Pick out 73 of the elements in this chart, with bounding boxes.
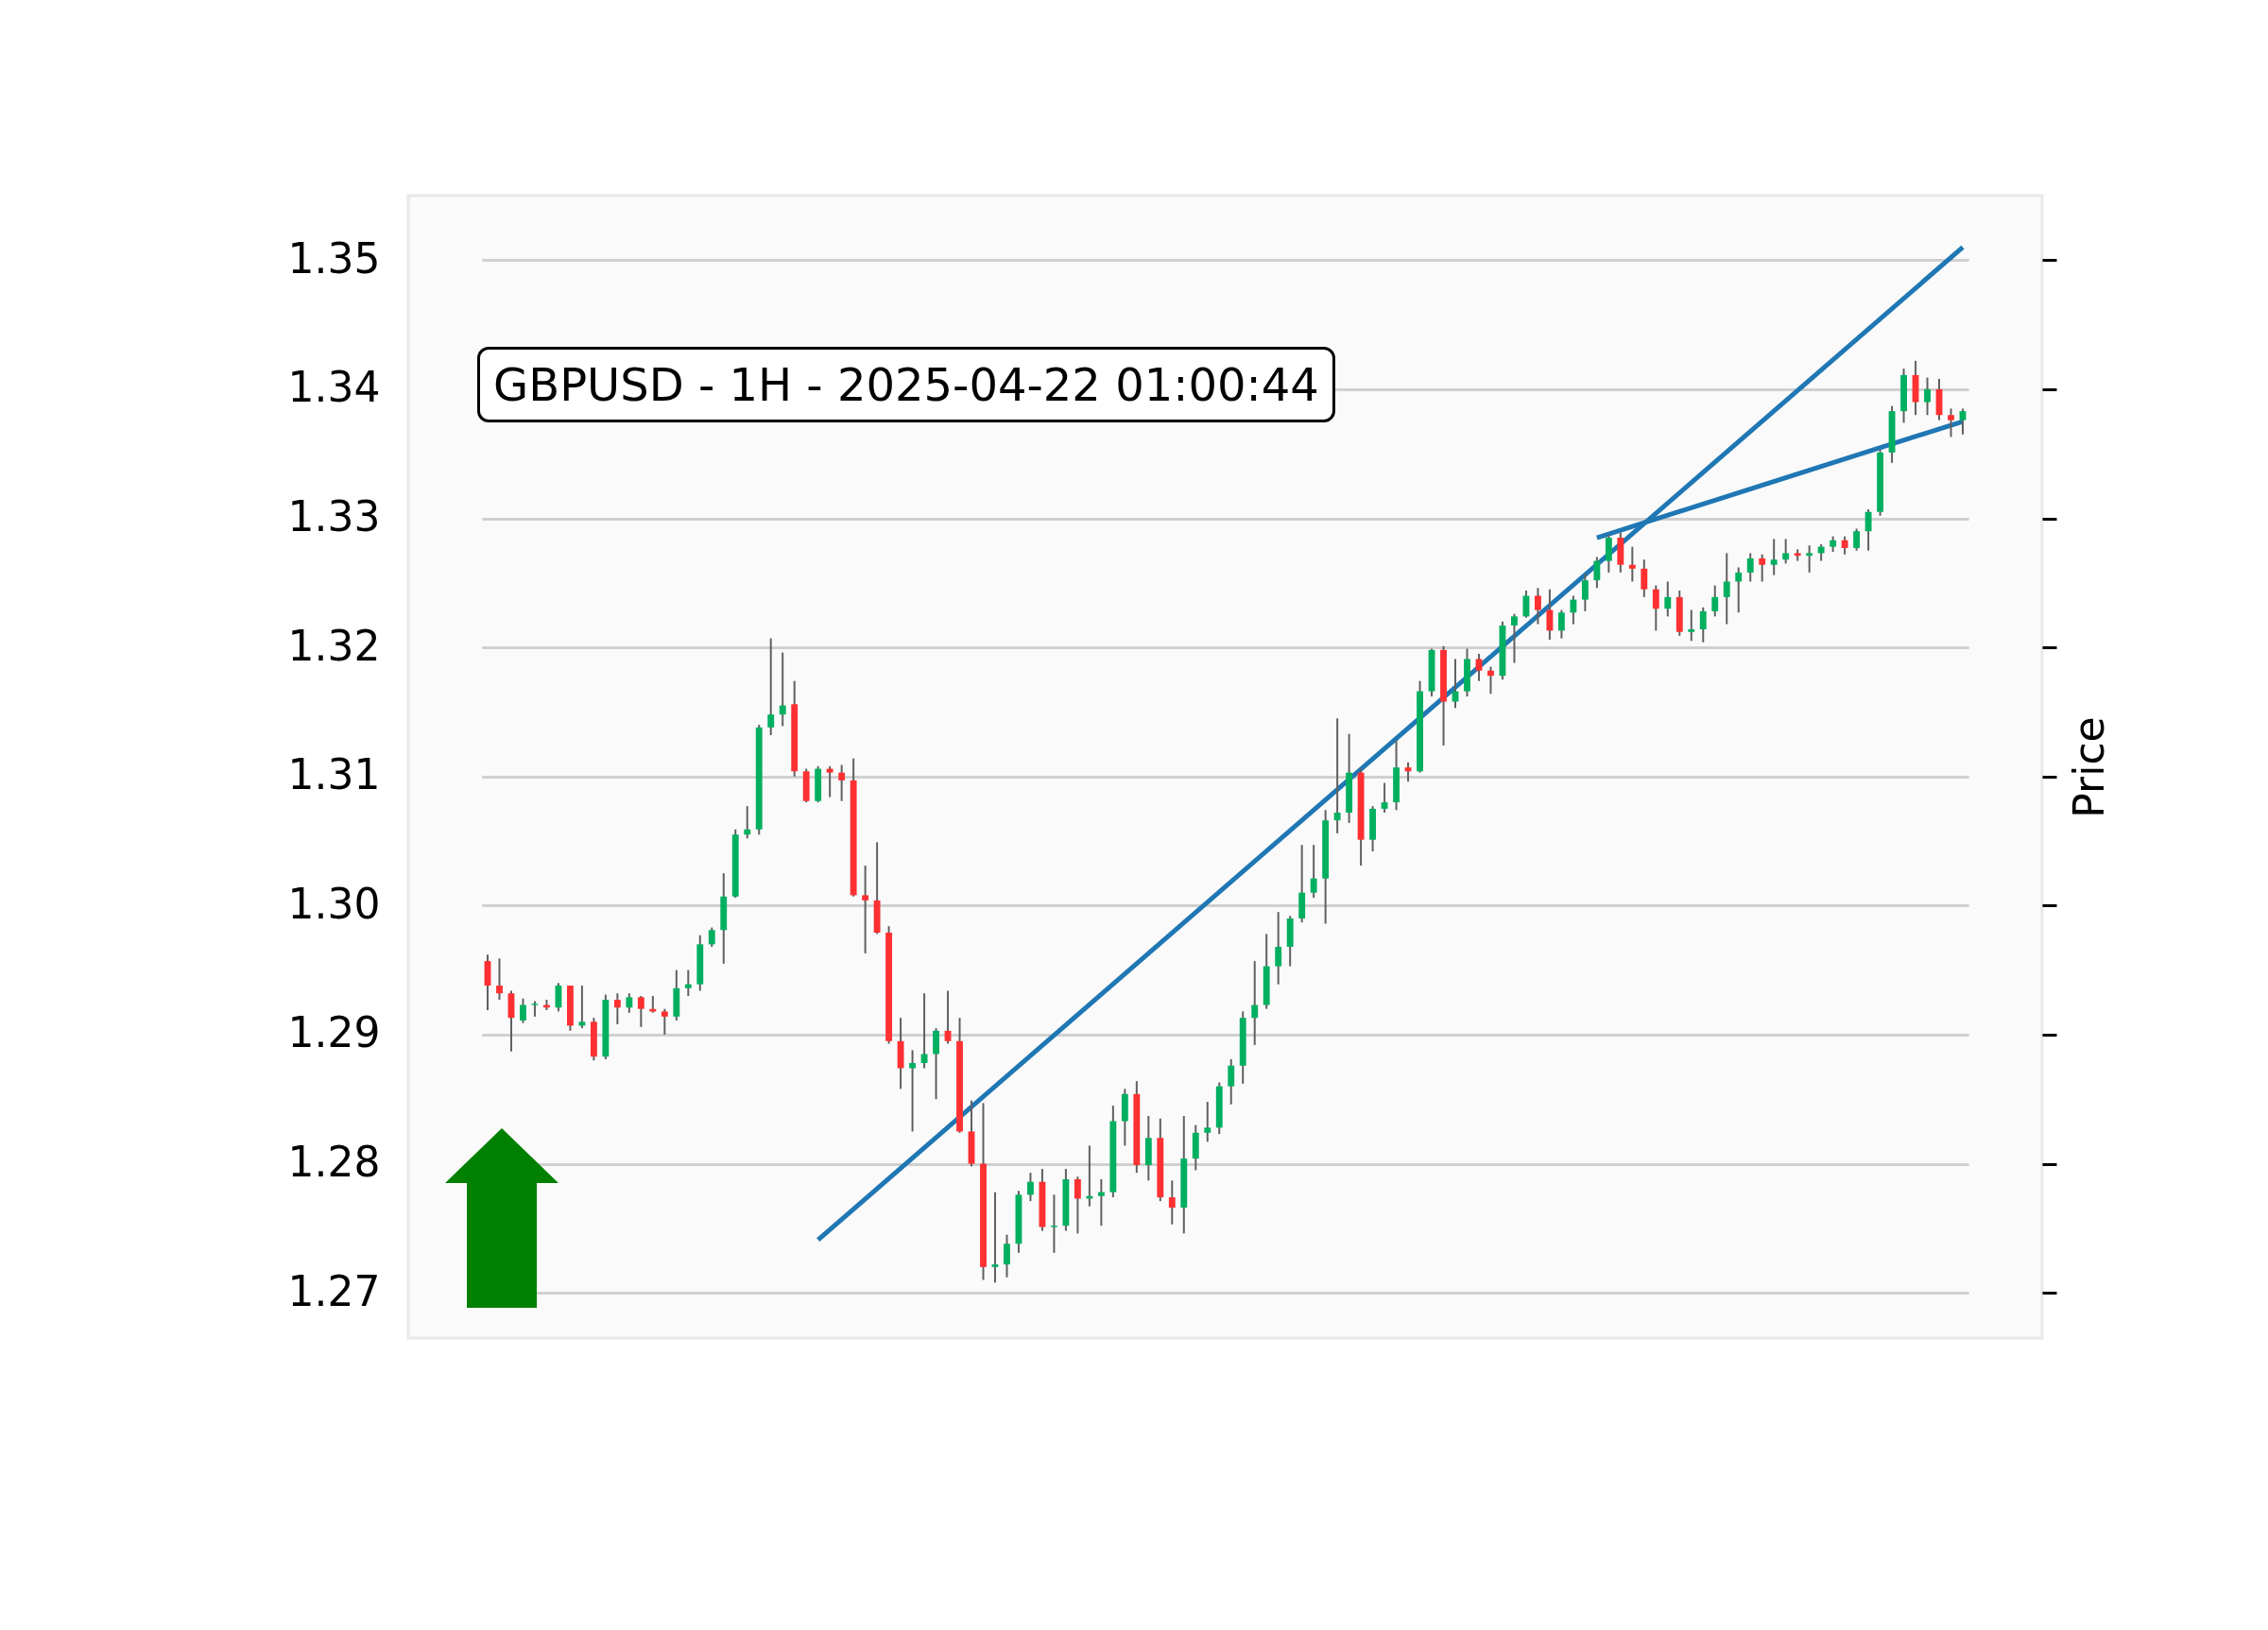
candlestick [1711,584,1719,618]
candlestick [1628,545,1636,583]
candlestick [1535,587,1541,626]
candlestick [1924,376,1931,417]
candlestick [744,805,751,840]
text: GBPUSD - 1H - 2025-04-22 01:00:44 [477,347,1335,422]
candlestick [637,994,644,1028]
candlestick [1275,911,1282,986]
candlestick [1735,566,1743,614]
candlestick [626,992,633,1014]
candlestick [1004,1233,1010,1278]
candlestick [1228,1057,1235,1106]
candlestick [862,865,869,954]
candlestick [826,764,833,798]
candlestick [1864,507,1872,552]
candlestick [1475,652,1483,682]
candlestick [1948,407,1954,438]
candlestick [613,992,621,1026]
candlestick [1782,538,1790,565]
y-tick-label: 1.33 [287,492,381,541]
candlestick [1688,609,1695,643]
candlestick [1759,553,1766,583]
candlestick [779,651,786,728]
y-tick-label: 1.34 [287,363,381,412]
candlestick [496,957,503,1002]
candlestick [520,997,526,1024]
candlestick [1770,538,1778,576]
candlestick [1027,1172,1034,1203]
y-axis-title: Price [2065,716,2113,818]
y-tick-label: 1.30 [287,879,381,928]
y-tick-label: 1.35 [287,233,381,283]
y-tick-label: 1.28 [287,1138,381,1187]
candlestick [1511,612,1518,664]
candlestick [1097,1177,1105,1227]
candlestick [531,1000,539,1018]
candlestick [1546,588,1554,641]
candlestick [1641,558,1648,598]
y-tick-label: 1.27 [287,1266,381,1315]
candlestick [1381,781,1388,814]
candlestick [1251,960,1259,1046]
candlestick [838,764,846,802]
candlestick [1204,1101,1211,1143]
candlestick [1168,1179,1176,1226]
y-tick-label: 1.32 [287,621,381,670]
candlestick [909,1049,916,1133]
candlestick [1050,1193,1057,1254]
candlestick [1806,544,1813,574]
candlestick [1959,407,1967,436]
candlestick [1841,535,1848,556]
candlestick [1557,609,1565,640]
candlestick [1310,844,1317,900]
candlestick [708,926,715,949]
candlestick [920,992,928,1070]
candlestick [1746,552,1754,583]
candlestick [1487,665,1494,695]
y-tick-label: 1.29 [287,1008,381,1057]
candlestick [1581,573,1589,612]
candlestick [1652,584,1659,632]
candlestick [555,982,562,1013]
candlestick [1664,580,1672,618]
candlestick [1723,552,1730,626]
candlestick [767,637,775,737]
candlestick [991,1191,999,1284]
candlestick [661,1007,668,1036]
candlestick [684,969,692,997]
candlestick [1853,527,1861,552]
y-tick-label: 1.31 [287,750,381,799]
candlestick [1699,606,1707,643]
candlestick [1570,594,1577,626]
candlestick [1074,1175,1081,1235]
candlestick [1333,717,1341,834]
candlestick [578,985,586,1030]
candlestick [1593,556,1601,590]
